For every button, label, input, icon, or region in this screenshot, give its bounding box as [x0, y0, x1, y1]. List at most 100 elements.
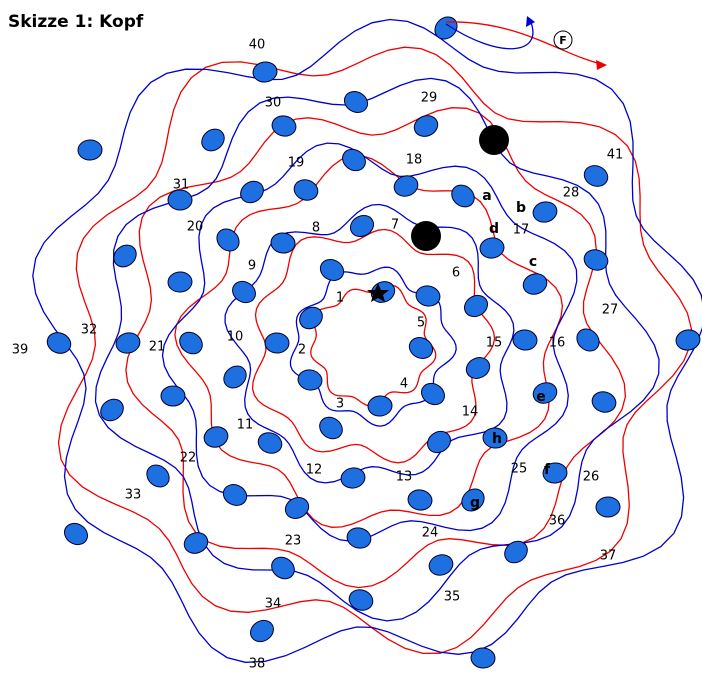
- knot: [479, 237, 505, 259]
- knot-number: 30: [265, 96, 282, 111]
- cord: [310, 284, 437, 407]
- knot: [482, 427, 508, 449]
- knot-number: 35: [444, 590, 461, 605]
- knot: [167, 189, 193, 211]
- knot-number: 36: [549, 514, 566, 529]
- knot-number: 19: [288, 156, 305, 171]
- knot-number: 3: [336, 397, 344, 412]
- knot-number: 1: [336, 291, 344, 306]
- knot: [46, 332, 72, 354]
- cord: [224, 203, 515, 484]
- knot: [160, 385, 186, 407]
- knot: [284, 497, 310, 519]
- knot: [113, 244, 137, 268]
- knot: [415, 285, 441, 307]
- knot: [293, 179, 319, 201]
- knot-number: 14: [462, 405, 479, 420]
- knot: [542, 462, 568, 484]
- knot-number: 2: [298, 343, 306, 358]
- knot-number: 26: [583, 470, 600, 485]
- knot-letter: c: [529, 254, 537, 270]
- knot: [319, 259, 345, 281]
- knot: [413, 115, 439, 137]
- knot: [146, 464, 170, 488]
- knot: [240, 180, 264, 204]
- knot-number: 5: [417, 316, 425, 331]
- knot: [250, 619, 274, 643]
- knot-number: 8: [312, 221, 320, 236]
- knot-number: 33: [125, 488, 142, 503]
- knot-number: 16: [549, 336, 566, 351]
- knot: [427, 430, 451, 454]
- knot: [167, 271, 193, 293]
- knot: [522, 273, 548, 295]
- knot-letter: a: [482, 188, 491, 204]
- title: Skizze 1: Kopf: [8, 12, 144, 32]
- cord: [289, 266, 457, 427]
- knot: [100, 398, 124, 422]
- knot: [299, 306, 323, 330]
- knot-number: 11: [237, 418, 254, 433]
- knot-number: 23: [285, 534, 302, 549]
- knot-number: 40: [249, 38, 266, 53]
- knot: [203, 426, 229, 448]
- knot-number: 6: [452, 266, 460, 281]
- knot-number: 18: [406, 153, 423, 168]
- knot: [532, 201, 558, 223]
- black-dot: [411, 221, 441, 251]
- knot-letter: g: [470, 495, 480, 511]
- knot: [183, 532, 209, 554]
- knot-number: 38: [249, 657, 266, 672]
- knot: [222, 484, 248, 506]
- knot: [512, 329, 538, 351]
- knot: [271, 115, 297, 137]
- knot: [348, 589, 374, 611]
- knot: [393, 175, 419, 197]
- knot-number: 13: [396, 470, 413, 485]
- knot-number: 37: [600, 549, 617, 564]
- knot: [342, 148, 366, 172]
- knot: [421, 382, 445, 406]
- cord: [161, 142, 578, 542]
- knot: [367, 395, 393, 417]
- knot: [465, 357, 491, 379]
- knot: [428, 554, 454, 576]
- knot-number: 39: [12, 343, 29, 358]
- knot-number: 12: [306, 463, 323, 478]
- knot-number: 20: [187, 220, 204, 235]
- knot-letter: d: [489, 221, 499, 237]
- knot-letter: h: [492, 431, 502, 447]
- knot-number: 34: [265, 597, 282, 612]
- knot: [63, 522, 89, 546]
- blue-arrow: [445, 19, 534, 50]
- star: [367, 283, 389, 302]
- knot-letter: e: [536, 389, 546, 405]
- knot-number: 7: [391, 218, 399, 233]
- knot-number: 4: [400, 377, 408, 392]
- red-arrowhead: [596, 60, 607, 70]
- knot-number: 27: [602, 303, 619, 318]
- knot: [675, 329, 701, 351]
- knot: [319, 416, 343, 440]
- knot: [232, 280, 256, 304]
- knot: [252, 61, 278, 83]
- knot: [264, 332, 290, 354]
- knot-number: 41: [607, 148, 624, 163]
- knot-number: 22: [180, 451, 197, 466]
- knot: [591, 391, 617, 413]
- knot-number: 28: [563, 186, 580, 201]
- knot-number: 10: [227, 330, 244, 345]
- knot: [434, 16, 458, 40]
- knot: [271, 556, 295, 580]
- knot: [461, 488, 485, 512]
- knot: [216, 228, 240, 252]
- knot: [223, 365, 247, 389]
- knot: [343, 90, 369, 114]
- blue-arrowhead: [526, 16, 535, 27]
- knot: [583, 249, 609, 271]
- knot-number: 24: [422, 526, 439, 541]
- knots: [46, 16, 701, 669]
- knot-letter: b: [516, 200, 526, 216]
- knot-number: 31: [173, 178, 190, 193]
